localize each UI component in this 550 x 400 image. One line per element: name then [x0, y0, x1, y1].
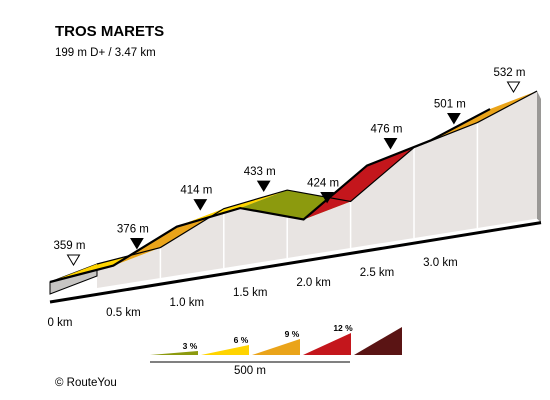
- elevation-label: 433 m: [244, 166, 276, 178]
- profile-back-edge: [96, 90, 538, 265]
- elevation-label: 424 m: [307, 177, 339, 189]
- distance-tick-label: 1.5 km: [233, 287, 268, 299]
- credit-text: © RouteYou: [55, 377, 117, 389]
- gradient-legend: 3 % 6 % 9 % 12 % 500 m: [150, 323, 402, 377]
- distance-tick-label: 2.0 km: [296, 277, 331, 289]
- profile-baseline: [49, 221, 542, 304]
- legend-swatch: [201, 345, 249, 355]
- elevation-label: 376 m: [117, 224, 149, 236]
- legend-swatch: [150, 351, 198, 355]
- elevation-label: 359 m: [54, 240, 86, 252]
- elevation-label: 476 m: [371, 124, 403, 136]
- profile-wall: [97, 91, 537, 288]
- distance-tick-label: 2.5 km: [360, 267, 395, 279]
- legend-label: 12 %: [333, 323, 353, 333]
- elevation-marker: [447, 113, 461, 125]
- distance-tick-label: 0 km: [48, 317, 73, 329]
- elevation-marker: [256, 180, 271, 193]
- legend-swatch: [303, 333, 351, 355]
- profile-segment: [430, 91, 537, 141]
- distance-tick-label: 3.0 km: [423, 257, 458, 269]
- legend-label: 3 %: [183, 341, 198, 351]
- elevation-marker: [506, 81, 521, 94]
- elevation-marker: [383, 138, 398, 150]
- elevation-marker: [320, 191, 334, 204]
- legend-scale-label: 500 m: [234, 365, 266, 377]
- profile-top-bands: [49, 90, 538, 284]
- legend-swatch: [354, 327, 402, 355]
- elevation-label: 414 m: [180, 185, 212, 197]
- legend-label: 6 %: [234, 335, 249, 345]
- elevation-marker: [193, 199, 208, 211]
- elevation-label: 532 m: [494, 67, 526, 79]
- elevation-markers: 359 m 376 m 414 m 433 m 424 m 476 m 501 m 532 m: [54, 67, 526, 266]
- chart-subtitle: 199 m D+ / 3.47 km: [55, 47, 156, 59]
- wall-right-face: [536, 91, 541, 223]
- legend-swatch: [252, 339, 300, 355]
- chart-title: TROS MARETS: [55, 23, 164, 40]
- distance-tick-label: 1.0 km: [170, 297, 205, 309]
- legend-label: 9 %: [285, 329, 300, 339]
- elevation-marker: [66, 254, 81, 266]
- elevation-marker: [130, 238, 144, 250]
- profile-segment: [303, 147, 414, 220]
- distance-ticks: 0 km 0.5 km 1.0 km 1.5 km 2.0 km 2.5 km 3.0 km: [48, 257, 458, 329]
- distance-tick-label: 0.5 km: [106, 307, 141, 319]
- profile-segment: [113, 208, 224, 266]
- elevation-label: 501 m: [434, 99, 466, 111]
